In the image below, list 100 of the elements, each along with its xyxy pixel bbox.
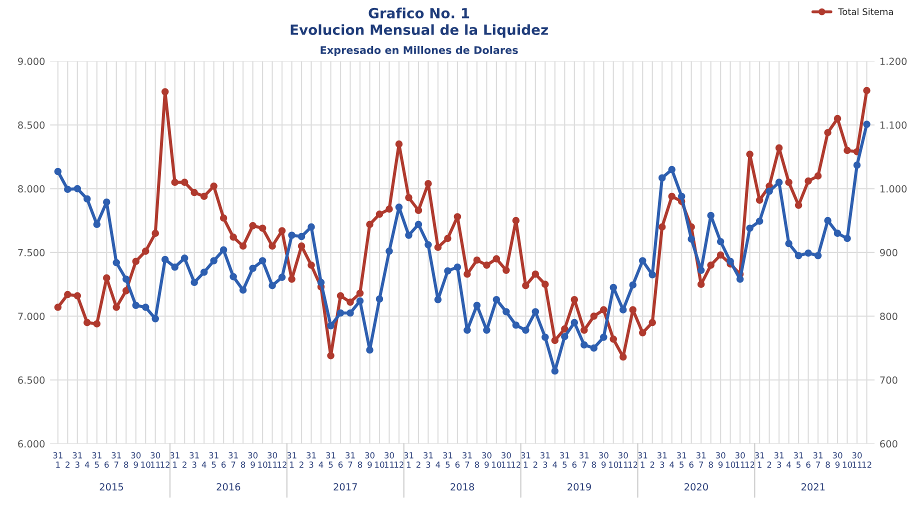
- chart-subtitle: Expresado en Millones de Dolares: [320, 46, 518, 56]
- x-tick-label: 31 1: [53, 452, 62, 468]
- y-tick-label: 8.000: [18, 185, 45, 193]
- x-tick-label: 6: [104, 462, 109, 468]
- x-tick-label: 2: [182, 462, 186, 468]
- x-tick-label: 6: [689, 462, 694, 468]
- x-tick-label: 30 9: [365, 452, 374, 468]
- x-tick-label: 31 1: [287, 452, 296, 468]
- x-tick-label: 31 3: [657, 452, 667, 468]
- x-tick-label: 6: [222, 462, 226, 468]
- x-tick-label: 12: [394, 462, 404, 468]
- x-tick-label: 30 9: [248, 452, 258, 468]
- x-tick-label: 30 9: [482, 452, 492, 468]
- x-tick-label: 6: [572, 462, 577, 468]
- x-tick-label: 30 11: [150, 452, 160, 468]
- x-tick-label: 2: [299, 462, 304, 468]
- x-tick-label: 4: [84, 462, 90, 468]
- x-tick-label: 31 3: [190, 452, 199, 468]
- y2-tick-label: 700: [880, 376, 898, 384]
- text: 2019: [568, 483, 591, 491]
- y2-tick-label: 1.100: [880, 121, 907, 129]
- x-tick-label: 12: [278, 462, 287, 468]
- x-tick-label: 31 1: [638, 452, 648, 468]
- x-tick-label: 2: [650, 462, 654, 468]
- x-tick-label: 30 11: [268, 452, 278, 468]
- x-tick-label: 10: [726, 462, 736, 468]
- x-tick-label: 31 1: [521, 452, 530, 468]
- x-tick-label: 30 9: [716, 452, 726, 468]
- x-tick-label: 4: [786, 462, 791, 468]
- x-tick-label: 8: [474, 462, 480, 468]
- x-tick-label: 31 5: [209, 452, 218, 468]
- x-tick-label: 31 5: [560, 452, 570, 468]
- x-tick-label: 31 3: [306, 452, 316, 468]
- x-tick-label: 2: [533, 462, 538, 468]
- x-tick-label: 8: [240, 462, 246, 468]
- y-tick-label: 9.000: [18, 58, 45, 66]
- x-tick-label: 31 3: [774, 452, 784, 468]
- x-tick-label: 30 9: [832, 452, 842, 468]
- x-tick-label: 10: [609, 462, 618, 468]
- x-tick-label: 8: [592, 462, 596, 468]
- y2-tick-label: 1.000: [880, 185, 907, 193]
- x-tick-label: 2: [767, 462, 772, 468]
- y2-tick-label: 1.200: [880, 58, 907, 66]
- x-tick-label: 31 7: [346, 452, 355, 468]
- x-tick-label: 30 11: [852, 452, 862, 468]
- x-tick-label: 8: [708, 462, 713, 468]
- text: 2018: [450, 483, 474, 491]
- x-tick-label: 31 5: [443, 452, 452, 468]
- x-tick-label: 31 3: [72, 452, 82, 468]
- x-tick-label: 4: [202, 462, 206, 468]
- x-tick-label: 30 11: [384, 452, 394, 468]
- x-tick-label: 30 11: [502, 452, 511, 468]
- x-tick-label: 31 7: [462, 452, 472, 468]
- x-tick-label: 30 9: [598, 452, 608, 468]
- x-tick-label: 6: [455, 462, 460, 468]
- x-tick-label: 4: [552, 462, 558, 468]
- x-tick-label: 2: [416, 462, 420, 468]
- x-tick-label: 30 11: [618, 452, 628, 468]
- x-tick-label: 6: [806, 462, 810, 468]
- y2-tick-label: 600: [880, 440, 898, 448]
- x-tick-label: 10: [141, 462, 150, 468]
- x-tick-label: 8: [358, 462, 362, 468]
- x-tick-label: 31 3: [540, 452, 550, 468]
- x-tick-label: 12: [745, 462, 754, 468]
- y-tick-label: 7.500: [18, 248, 45, 256]
- y2-tick-label: 900: [880, 248, 898, 256]
- x-tick-label: 12: [160, 462, 170, 468]
- x-tick-label: 12: [512, 462, 520, 468]
- x-tick-label: 31 1: [404, 452, 414, 468]
- text: 2015: [100, 483, 124, 491]
- x-tick-label: 8: [124, 462, 128, 468]
- x-tick-label: 31 7: [696, 452, 706, 468]
- x-tick-label: 31 7: [112, 452, 121, 468]
- x-tick-label: 31 7: [228, 452, 238, 468]
- x-tick-label: 2: [66, 462, 70, 468]
- x-tick-label: 31 5: [326, 452, 336, 468]
- x-tick-label: 6: [338, 462, 343, 468]
- chart-title: Grafico No. 1 Evolucion Mensual de la Liquidez: [290, 8, 548, 38]
- y-tick-label: 7.000: [18, 312, 45, 320]
- text: 2021: [802, 483, 825, 491]
- x-tick-label: 12: [862, 462, 872, 468]
- x-tick-label: 10: [842, 462, 852, 468]
- text: 2016: [216, 483, 240, 491]
- x-tick-label: 31 5: [794, 452, 804, 468]
- x-tick-label: 31 1: [754, 452, 764, 468]
- x-tick-label: 10: [258, 462, 268, 468]
- y2-tick-label: 800: [880, 312, 898, 320]
- x-tick-label: 30 9: [131, 452, 141, 468]
- x-tick-label: 31 3: [424, 452, 433, 468]
- x-tick-label: 31 7: [813, 452, 823, 468]
- x-tick-label: 8: [826, 462, 830, 468]
- x-tick-label: 31 1: [170, 452, 180, 468]
- x-tick-label: 12: [628, 462, 638, 468]
- x-tick-label: 4: [670, 462, 674, 468]
- x-tick-label: 31 7: [579, 452, 589, 468]
- x-tick-label: 10: [492, 462, 502, 468]
- x-tick-label: 4: [436, 462, 440, 468]
- x-tick-label: 10: [375, 462, 384, 468]
- y-tick-label: 6.500: [18, 376, 45, 384]
- y-tick-label: 6.000: [18, 440, 45, 448]
